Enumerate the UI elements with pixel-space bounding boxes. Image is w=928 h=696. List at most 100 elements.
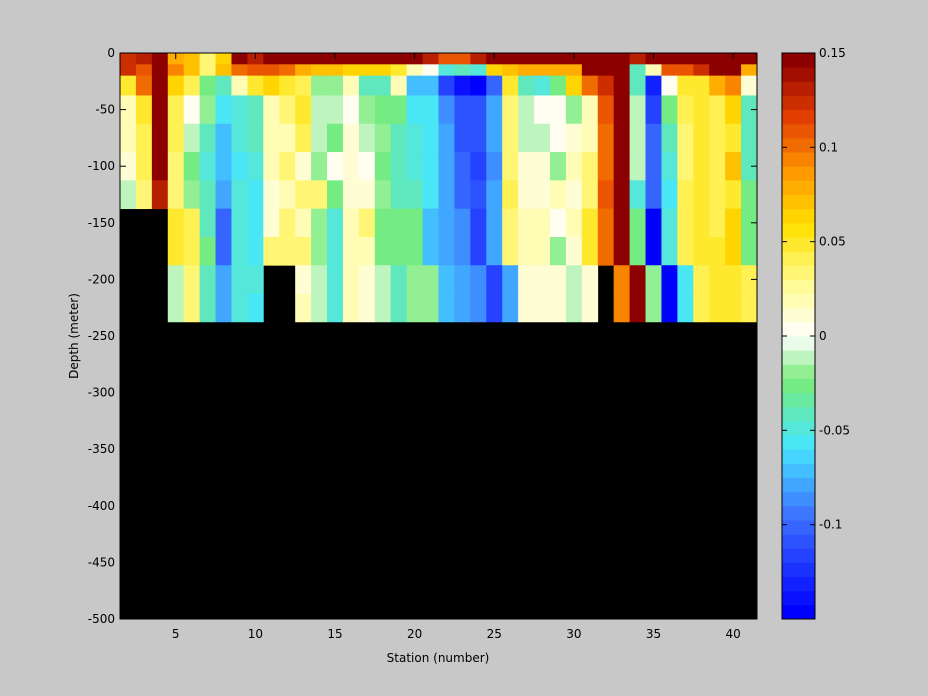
heatmap-cell (247, 123, 264, 153)
colorbar-swatch (782, 604, 815, 620)
heatmap-cell (693, 152, 710, 181)
heatmap-cell (406, 293, 423, 323)
y-tick-label: -100 (88, 159, 115, 173)
heatmap-cell (390, 53, 408, 65)
heatmap-cell (645, 95, 662, 125)
heatmap-cell (613, 75, 630, 96)
heatmap-cell (390, 180, 408, 210)
heatmap-cell (645, 180, 662, 210)
heatmap-cell (183, 180, 201, 210)
heatmap-cell (406, 95, 423, 125)
heatmap-cell (661, 64, 678, 77)
heatmap-cell (406, 208, 423, 238)
colorbar-swatch (782, 166, 815, 181)
heatmap-cell (629, 265, 646, 294)
heatmap-cell (454, 123, 471, 153)
colorbar-swatch (782, 222, 815, 238)
colorbar-swatch (782, 590, 815, 606)
heatmap-cell (215, 265, 232, 294)
heatmap-cell (454, 95, 471, 125)
heatmap-cell (263, 95, 280, 125)
heatmap-cell (406, 75, 423, 96)
heatmap-cell (565, 180, 583, 210)
heatmap-cell (279, 180, 296, 210)
colorbar (782, 53, 815, 620)
heatmap-cell (120, 64, 137, 77)
colorbar-swatch (782, 208, 815, 224)
heatmap-cell (693, 293, 710, 323)
colorbar-swatch (782, 548, 815, 563)
heatmap-cell (311, 293, 328, 323)
heatmap-cell (613, 53, 630, 65)
heatmap-cell (518, 75, 535, 96)
heatmap-cell (215, 95, 232, 125)
heatmap-cell (661, 180, 678, 210)
heatmap-cell (311, 265, 328, 294)
colorbar-swatch (782, 336, 815, 351)
heatmap-cell (279, 152, 296, 181)
heatmap-cell (597, 208, 615, 238)
heatmap-cell (199, 265, 216, 294)
heatmap-cell (661, 53, 678, 65)
colorbar-swatch (782, 81, 815, 96)
heatmap-cell (502, 152, 519, 181)
heatmap-cell (231, 64, 248, 77)
heatmap-cell (311, 64, 328, 77)
heatmap-cell (438, 123, 455, 153)
heatmap-cell (120, 180, 137, 210)
colorbar-swatch (782, 463, 815, 478)
heatmap-cell (374, 95, 392, 125)
heatmap-cell (741, 265, 758, 294)
heatmap-cell (374, 265, 392, 294)
heatmap-cell (693, 64, 710, 77)
heatmap-cell (581, 53, 599, 65)
heatmap-cell (502, 293, 519, 323)
heatmap-cell (231, 293, 248, 323)
heatmap-cell (279, 123, 296, 153)
heatmap-cell (470, 265, 487, 294)
y-tick-label: -250 (88, 329, 115, 343)
heatmap-cell (534, 64, 551, 77)
heatmap-cell (502, 95, 519, 125)
heatmap-cell (327, 75, 344, 96)
heatmap-cell (454, 75, 471, 96)
heatmap-cell (406, 236, 423, 266)
heatmap-cell (231, 53, 248, 65)
heatmap-cell (135, 75, 153, 96)
colorbar-tick-label: -0.05 (819, 423, 850, 437)
heatmap-cell (629, 236, 646, 266)
heatmap-cell (549, 123, 567, 153)
heatmap-cell (374, 152, 392, 181)
heatmap-cell (295, 265, 312, 294)
heatmap-cell (167, 123, 185, 153)
colorbar-swatch (782, 109, 815, 125)
colorbar-ticks: 0.15 0.1 0.05 0 -0.05 -0.1 (782, 46, 850, 532)
heatmap-cell (581, 265, 599, 294)
heatmap-cell (518, 53, 535, 65)
heatmap-cell (295, 236, 312, 266)
heatmap-cell (629, 180, 646, 210)
heatmap-cell (135, 152, 153, 181)
heatmap-cell (502, 75, 519, 96)
heatmap-cell (342, 53, 360, 65)
heatmap-cell (120, 75, 137, 96)
heatmap-cell (454, 208, 471, 238)
colorbar-swatch (782, 477, 815, 493)
heatmap-cell (311, 180, 328, 210)
heatmap-cell (709, 265, 726, 294)
heatmap-cell (311, 95, 328, 125)
heatmap-cell (263, 123, 280, 153)
heatmap-cell (167, 95, 185, 125)
heatmap-cell (438, 265, 455, 294)
heatmap-cell (709, 75, 726, 96)
heatmap-cell (502, 123, 519, 153)
heatmap-cell (358, 265, 376, 294)
colorbar-swatch (782, 251, 815, 266)
heatmap-cell (438, 64, 455, 77)
heatmap-cell (199, 123, 216, 153)
colorbar-tick-label: 0.15 (819, 46, 846, 60)
colorbar-swatch (782, 406, 815, 422)
heatmap-cell (295, 180, 312, 210)
heatmap-cell (279, 236, 296, 266)
heatmap-cell (295, 64, 312, 77)
